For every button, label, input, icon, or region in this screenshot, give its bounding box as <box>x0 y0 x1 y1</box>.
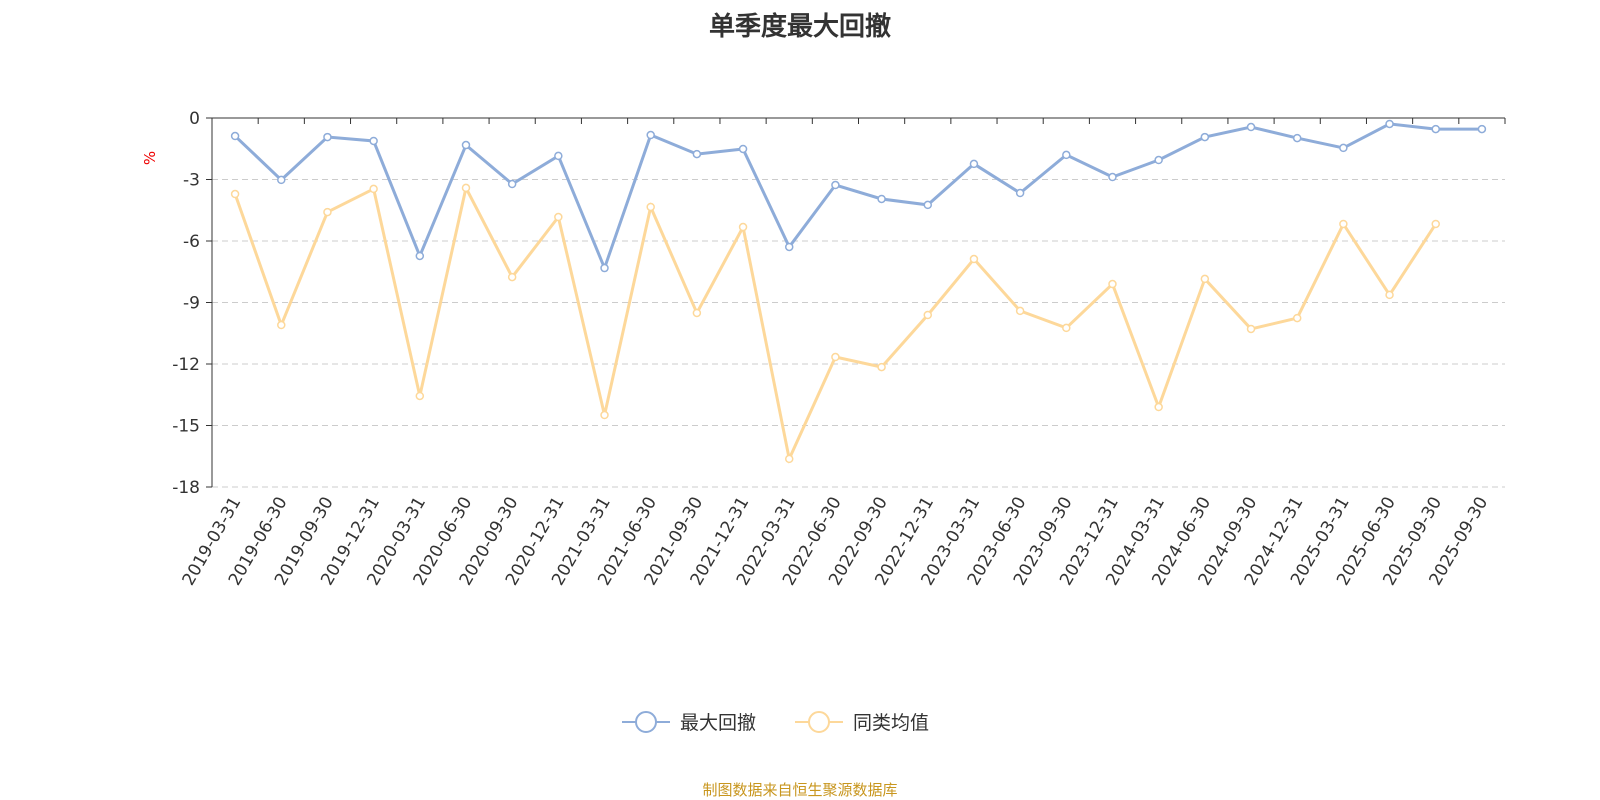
data-point <box>784 454 794 464</box>
data-point <box>1200 274 1210 284</box>
data-point <box>969 159 979 169</box>
data-point <box>1292 133 1302 143</box>
y-axis-label: % <box>141 151 159 165</box>
data-point <box>600 263 609 273</box>
y-tick-label: -3 <box>183 171 200 191</box>
data-point <box>230 189 240 199</box>
data-point <box>277 320 286 330</box>
data-point <box>831 180 840 190</box>
data-point <box>923 200 933 210</box>
data-point <box>692 149 702 159</box>
data-point <box>692 308 702 318</box>
data-point <box>1108 279 1117 289</box>
data-point <box>1062 150 1071 160</box>
data-point <box>600 410 609 420</box>
data-point <box>323 207 332 217</box>
data-point <box>646 202 655 212</box>
data-point <box>1154 155 1163 165</box>
y-tick-label: -6 <box>183 232 200 252</box>
data-point <box>415 391 425 401</box>
data-point <box>1246 122 1256 132</box>
chart-title: 单季度最大回撤 <box>708 12 891 42</box>
data-point <box>831 352 840 362</box>
data-point <box>1292 313 1302 323</box>
data-point <box>415 251 425 261</box>
data-point <box>1200 132 1210 142</box>
data-point <box>1385 119 1394 129</box>
data-point <box>646 130 655 140</box>
data-point <box>369 184 378 194</box>
legend-label: 最大回撤 <box>680 712 756 734</box>
data-point <box>738 222 748 232</box>
data-point <box>1154 402 1163 412</box>
y-tick-label: 0 <box>189 109 200 129</box>
series-line-1 <box>234 122 1482 273</box>
data-point <box>1062 323 1071 333</box>
y-tick-label: -9 <box>183 294 200 314</box>
data-point <box>230 131 240 141</box>
data-point <box>554 151 563 161</box>
data-point <box>877 194 886 204</box>
y-tick-label: -12 <box>172 355 200 375</box>
data-point <box>1108 172 1117 182</box>
data-point <box>554 212 563 222</box>
legend-label: 同类均值 <box>853 712 929 734</box>
y-tick-label: -15 <box>172 417 200 437</box>
data-point <box>1015 188 1025 198</box>
data-point <box>1431 219 1440 229</box>
data-point <box>1246 324 1256 334</box>
data-point <box>1477 124 1487 134</box>
data-point <box>277 175 286 185</box>
data-point <box>507 179 517 189</box>
legend-marker-icon <box>635 711 657 733</box>
data-point <box>323 132 332 142</box>
data-point <box>1431 124 1440 134</box>
y-tick-label: -18 <box>172 478 200 498</box>
data-point <box>1339 219 1348 229</box>
data-point <box>969 254 979 264</box>
data-source-footer: 制图数据来自恒生聚源数据库 <box>702 781 898 799</box>
data-point <box>877 362 886 372</box>
data-point <box>1015 306 1025 316</box>
data-point <box>461 183 471 193</box>
data-point <box>461 140 471 150</box>
series-line-2 <box>233 183 1437 464</box>
data-point <box>738 144 748 154</box>
data-point <box>923 310 933 320</box>
data-point <box>369 136 378 146</box>
data-point <box>1339 143 1348 153</box>
legend-marker-icon <box>808 711 830 733</box>
data-point <box>507 272 517 282</box>
data-point <box>1385 290 1394 300</box>
data-point <box>784 242 794 252</box>
